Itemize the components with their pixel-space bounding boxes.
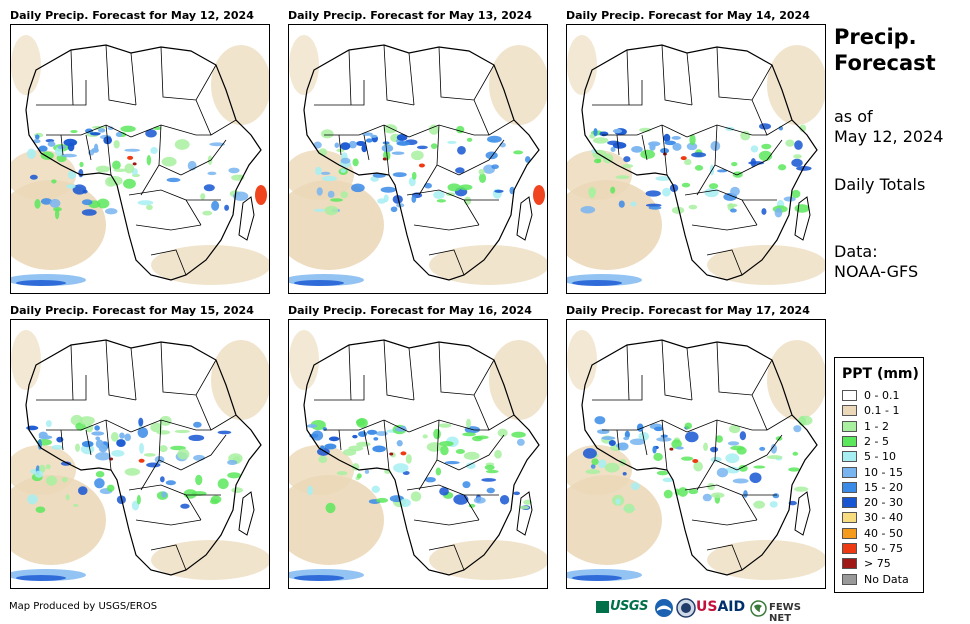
- legend-label: 2 - 5: [864, 434, 889, 448]
- side-title: Precip. Forecast: [834, 24, 964, 76]
- legend-label: 10 - 15: [864, 465, 903, 479]
- legend-swatch: [842, 451, 857, 463]
- side-title-line1: Precip.: [834, 25, 917, 49]
- noaa-logo: [654, 598, 674, 618]
- legend-label: 0 - 0.1: [864, 389, 900, 402]
- precip-map: [288, 319, 548, 589]
- legend-label: 50 - 75: [864, 542, 903, 555]
- map-credit: Map Produced by USGS/EROS: [9, 601, 158, 612]
- legend-item: > 75: [842, 557, 922, 571]
- legend-label: 20 - 30: [864, 496, 903, 510]
- legend-item: 5 - 10: [842, 450, 922, 464]
- precip-map: [566, 24, 826, 294]
- panel-title: Daily Precip. Forecast for May 15, 2024: [10, 304, 254, 317]
- legend-item: 10 - 15: [842, 466, 922, 480]
- legend-swatch: [842, 481, 857, 493]
- legend-item: 15 - 20: [842, 481, 922, 495]
- side-title-line2: Forecast: [834, 51, 936, 75]
- legend-label: 1 - 2: [864, 419, 889, 433]
- panel-title: Daily Precip. Forecast for May 16, 2024: [288, 304, 532, 317]
- africa-map: [289, 35, 547, 286]
- daily-totals-text: Daily Totals: [834, 175, 926, 194]
- legend-swatch: [842, 420, 857, 432]
- data-source-label: Data:: [834, 242, 878, 261]
- precip-map: [288, 24, 548, 294]
- precip-map: [10, 319, 270, 589]
- commerce-seal-logo: [676, 598, 696, 618]
- data-source-value: NOAA-GFS: [834, 262, 919, 281]
- africa-map: [289, 330, 547, 581]
- legend-item: 0 - 0.1: [842, 389, 922, 403]
- fews-net-logo: FEWS NET: [750, 598, 826, 624]
- data-source-text: Data: NOAA-GFS: [834, 242, 964, 282]
- legend-item: No Data: [842, 573, 922, 587]
- legend-item: 40 - 50: [842, 527, 922, 541]
- legend-swatch: [842, 466, 857, 478]
- legend-swatch: [842, 527, 857, 539]
- as-of-date: May 12, 2024: [834, 127, 944, 146]
- africa-map: [567, 330, 825, 581]
- usgs-logo: USGS: [596, 598, 650, 618]
- legend-label: 30 - 40: [864, 511, 903, 525]
- legend-item: 1 - 2: [842, 420, 922, 434]
- africa-map: [11, 330, 269, 581]
- legend-label: > 75: [864, 557, 891, 571]
- legend-label: 5 - 10: [864, 450, 896, 464]
- legend-item: 50 - 75: [842, 542, 922, 556]
- precip-map: [10, 24, 270, 294]
- as-of-label: as of: [834, 107, 873, 126]
- panel-title: Daily Precip. Forecast for May 12, 2024: [10, 9, 254, 22]
- legend-item: 30 - 40: [842, 511, 922, 525]
- legend-swatch: [842, 558, 857, 570]
- partner-logos: USGS USAID FEWS NET: [596, 598, 828, 624]
- africa-map: [567, 35, 825, 286]
- legend-swatch: [842, 573, 857, 585]
- africa-map: [11, 35, 269, 286]
- legend-swatch: [842, 435, 857, 447]
- legend-swatch: [842, 543, 857, 554]
- panel-title: Daily Precip. Forecast for May 13, 2024: [288, 9, 532, 22]
- legend-label: 15 - 20: [864, 480, 903, 494]
- legend-item: 0.1 - 1: [842, 404, 922, 418]
- as-of-text: as of May 12, 2024: [834, 107, 964, 147]
- legend-swatch: [842, 405, 857, 417]
- legend-item: 2 - 5: [842, 435, 922, 449]
- legend-swatch: [842, 497, 857, 509]
- panel-title: Daily Precip. Forecast for May 14, 2024: [566, 9, 810, 22]
- legend-label: 0.1 - 1: [864, 404, 900, 418]
- legend-swatch: [842, 390, 857, 401]
- panel-title: Daily Precip. Forecast for May 17, 2024: [566, 304, 810, 317]
- legend-swatch: [842, 512, 857, 524]
- usaid-logo: USAID: [696, 599, 746, 615]
- legend-label: No Data: [864, 572, 909, 586]
- precip-map: [566, 319, 826, 589]
- legend-item: 20 - 30: [842, 496, 922, 510]
- legend-label: 40 - 50: [864, 526, 903, 540]
- legend-title: PPT (mm): [842, 366, 919, 382]
